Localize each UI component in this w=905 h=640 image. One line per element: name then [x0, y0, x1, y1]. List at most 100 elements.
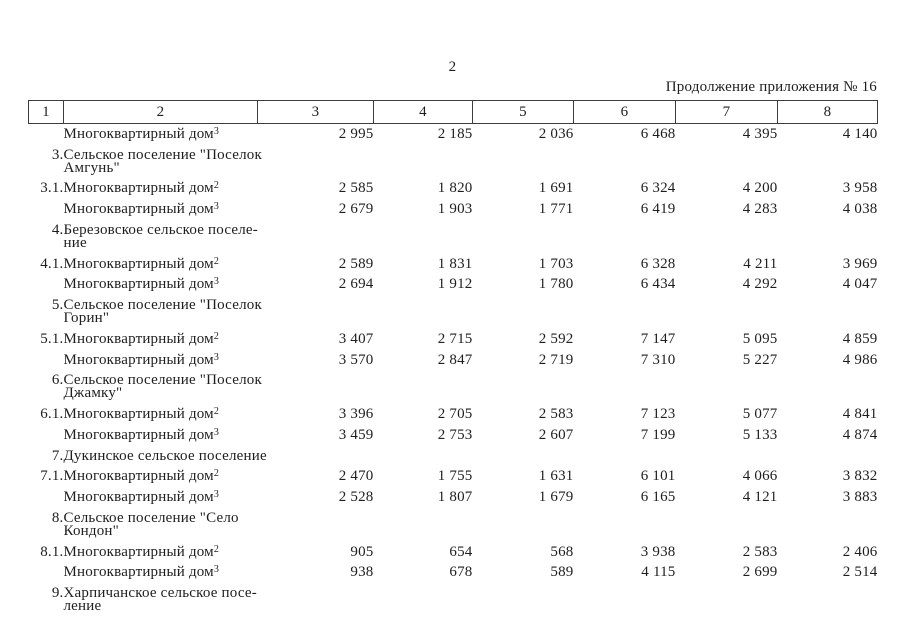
- row-name-cell: Многоквартирный дом2: [64, 466, 258, 487]
- row-name-superscript: 3: [213, 564, 219, 576]
- value-cell: [778, 220, 878, 254]
- value-cell: [676, 583, 778, 617]
- row-name: Многоквартирный дом: [63, 489, 214, 506]
- value-cell: 1 703: [538, 255, 574, 272]
- row-name-cell: Многоквартирный дом2: [64, 404, 258, 425]
- value-cell: 7 147: [640, 330, 676, 347]
- value-cell: 2 847: [437, 351, 473, 368]
- value-cell: 1 780: [538, 276, 574, 293]
- table-row: Многоквартирный дом3 938 678 589 4 115 2 699 2…: [29, 562, 878, 583]
- value-cell: 3 938: [640, 543, 676, 560]
- row-number-cell: 4.: [51, 221, 64, 238]
- table-row: Многоквартирный дом3 2 995 2 185 2 036 6 468…: [29, 124, 878, 145]
- value-cell: 4 395: [742, 126, 778, 142]
- row-number-cell: 4.1.: [40, 255, 64, 272]
- value-cell: 2 694: [338, 276, 374, 293]
- value-cell: [374, 370, 473, 404]
- value-cell: 4 986: [842, 351, 878, 368]
- value-cell: 5 227: [742, 351, 778, 368]
- row-name-cell: Многоквартирный дом3: [64, 274, 258, 295]
- row-number-cell: [29, 124, 64, 145]
- table-row: 3.1. Многоквартирный дом2 2 585 1 820 1 691 6…: [29, 178, 878, 199]
- table-row: 5.1. Многоквартирный дом2 3 407 2 715 2 592 7…: [29, 329, 878, 350]
- row-name: Многоквартирный дом: [63, 255, 214, 272]
- row-name-cell: Многоквартирный дом3: [64, 487, 258, 508]
- value-cell: 4 121: [742, 489, 778, 506]
- value-cell: 6 328: [640, 255, 676, 272]
- table-row: 8.1. Многоквартирный дом2 905 654 568 3 938 2 …: [29, 542, 878, 563]
- row-name-superscript: 3: [213, 489, 219, 501]
- value-cell: 4 047: [842, 276, 878, 293]
- value-cell: 1 903: [437, 201, 473, 218]
- column-header-7: 7: [675, 100, 778, 124]
- value-cell: 2 995: [338, 126, 374, 142]
- value-cell: [258, 145, 374, 179]
- value-cell: [473, 583, 574, 617]
- value-cell: [473, 295, 574, 329]
- value-cell: 5 095: [742, 330, 778, 347]
- row-name-cell: Сельское поселение "Село Кондон": [64, 508, 258, 542]
- value-cell: 1 755: [437, 468, 473, 485]
- table-header: 1 2 3 4 5 6 7 8: [28, 100, 878, 124]
- table-row: 5. Сельское поселение "Поселок Горин": [29, 295, 878, 329]
- row-name: Многоквартирный дом: [63, 543, 214, 560]
- value-cell: 2 699: [742, 564, 778, 581]
- value-cell: 2 715: [437, 330, 473, 347]
- column-header-2: 2: [63, 100, 258, 124]
- row-number-cell: 6.1.: [40, 405, 64, 422]
- value-cell: 2 607: [538, 426, 574, 443]
- value-cell: [258, 370, 374, 404]
- value-cell: 1 631: [538, 468, 574, 485]
- value-cell: [473, 370, 574, 404]
- value-cell: 6 434: [640, 276, 676, 293]
- value-cell: [574, 295, 676, 329]
- value-cell: [676, 295, 778, 329]
- value-cell: 5 077: [742, 405, 778, 422]
- value-cell: [258, 220, 374, 254]
- row-name-superscript: 2: [213, 468, 219, 480]
- value-cell: 3 958: [842, 180, 878, 197]
- row-number-cell: 5.1.: [40, 330, 64, 347]
- value-cell: [778, 508, 878, 542]
- value-cell: 5 133: [742, 426, 778, 443]
- table-row: Многоквартирный дом3 2 694 1 912 1 780 6 434…: [29, 274, 878, 295]
- row-number-cell: 5.: [51, 297, 64, 314]
- value-cell: 2 583: [742, 543, 778, 560]
- value-cell: 7 123: [640, 405, 676, 422]
- row-number-cell: 8.: [51, 509, 64, 526]
- value-cell: [574, 220, 676, 254]
- value-cell: [778, 370, 878, 404]
- value-cell: 1 820: [437, 180, 473, 197]
- value-cell: 6 419: [640, 201, 676, 218]
- row-number-cell: [29, 350, 64, 371]
- row-number-cell: 7.1.: [40, 468, 64, 485]
- value-cell: [473, 446, 574, 467]
- row-name-cell: Многоквартирный дом3: [64, 562, 258, 583]
- value-cell: 2 528: [338, 489, 374, 506]
- value-cell: 4 859: [842, 330, 878, 347]
- value-cell: [778, 583, 878, 617]
- value-cell: 2 583: [538, 405, 574, 422]
- value-cell: 6 101: [640, 468, 676, 485]
- row-name-cell: Сельское поселение "Поселок Джамку": [64, 370, 262, 404]
- row-name: Многоквартирный дом: [63, 126, 214, 142]
- row-name-cell: Многоквартирный дом2: [64, 542, 258, 563]
- appendix-continuation-caption: Продолжение приложения № 16: [665, 79, 877, 95]
- value-cell: [574, 370, 676, 404]
- value-cell: 6 324: [640, 180, 676, 197]
- column-header-5: 5: [472, 100, 574, 124]
- row-name: Многоквартирный дом: [63, 405, 214, 422]
- value-cell: [676, 145, 778, 179]
- column-header-4: 4: [373, 100, 473, 124]
- row-name: Многоквартирный дом: [63, 426, 214, 443]
- row-name: Сельское поселение "Поселок Амгунь": [63, 146, 262, 176]
- value-cell: [374, 145, 473, 179]
- value-cell: [676, 370, 778, 404]
- value-cell: [374, 508, 473, 542]
- table-row: Многоквартирный дом3 3 459 2 753 2 607 7 199…: [29, 425, 878, 446]
- table-row: 8. Сельское поселение "Село Кондон": [29, 508, 878, 542]
- value-cell: [473, 220, 574, 254]
- row-number-cell: [29, 274, 64, 295]
- value-cell: 2 185: [437, 126, 473, 142]
